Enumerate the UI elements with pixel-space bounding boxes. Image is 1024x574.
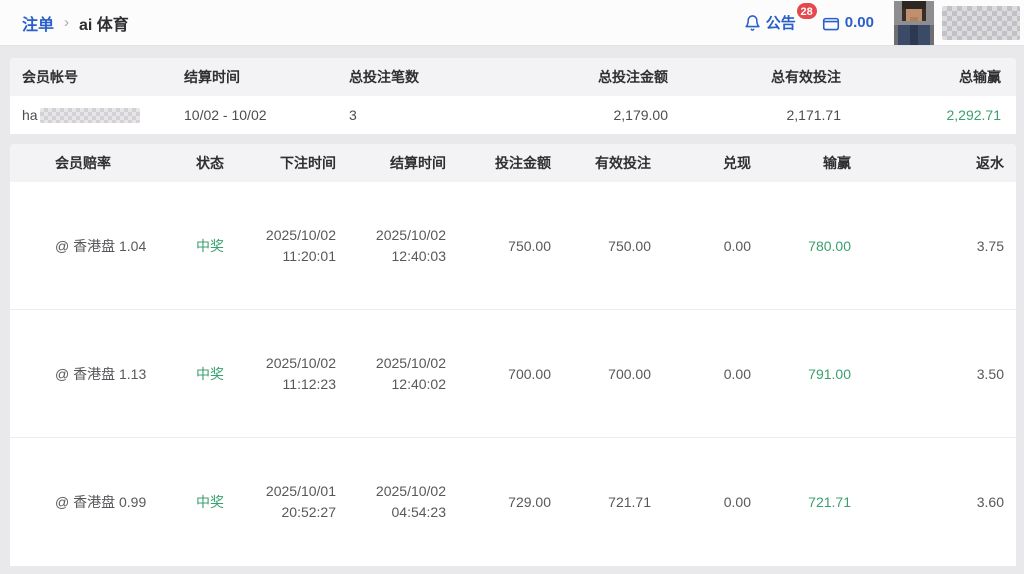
- breadcrumb-root-link[interactable]: 注单: [22, 16, 55, 34]
- amount-cell: 750.00: [508, 237, 551, 254]
- cashout-cell: 0.00: [723, 494, 751, 510]
- bet-amount-cell: 2,179.00: [613, 107, 669, 123]
- main-content: 会员帐号 结算时间 总投注笔数 总投注金额 总有效投注 总输赢 ha 10/02…: [10, 58, 1016, 566]
- summary-col-account: 会员帐号: [22, 69, 78, 85]
- summary-col-settle-time: 结算时间: [184, 69, 240, 85]
- status-cell: 中奖: [196, 237, 224, 254]
- valid-bet-cell: 2,171.71: [786, 107, 842, 123]
- cashout-cell: 0.00: [723, 237, 751, 254]
- amount-cell: 700.00: [508, 365, 551, 382]
- settle-time-cell: 2025/10/02 12:40:03: [375, 226, 446, 264]
- bet-time-cell: 2025/10/02 11:20:01: [265, 226, 336, 264]
- user-menu[interactable]: [894, 0, 1024, 45]
- valid-cell: 750.00: [608, 237, 651, 254]
- notice-badge: 28: [795, 2, 818, 20]
- account-masked: [39, 107, 140, 123]
- winloss-cell: 2,292.71: [946, 107, 1002, 123]
- settle-period-cell: 10/02 - 10/02: [184, 107, 267, 123]
- col-status: 状态: [196, 155, 224, 171]
- summary-col-bet-count: 总投注笔数: [349, 69, 419, 85]
- summary-data-row: ha 10/02 - 10/02 3 2,179.00 2,171.71 2,2…: [10, 96, 1016, 134]
- odds-cell: @ 香港盘 1.13: [55, 365, 147, 382]
- breadcrumb-separator-icon: ›: [64, 14, 70, 31]
- bet-row: @ 香港盘 1.04 中奖 2025/10/02 11:20:01 2025/10…: [10, 182, 1016, 310]
- breadcrumb: 注单 › ai 体育: [22, 11, 129, 35]
- summary-table: 会员帐号 结算时间 总投注笔数 总投注金额 总有效投注 总输赢 ha 10/02…: [10, 58, 1016, 134]
- col-rebate: 返水: [976, 155, 1004, 171]
- bet-time-cell: 2025/10/02 11:12:23: [265, 354, 336, 392]
- winloss-cell: 791.00: [808, 365, 851, 382]
- avatar: [894, 0, 934, 45]
- bet-row: @ 香港盘 0.99 中奖 2025/10/01 20:52:27 2025/10…: [10, 438, 1016, 566]
- bet-count-cell: 3: [349, 107, 357, 123]
- breadcrumb-current: ai 体育: [79, 16, 129, 34]
- bell-icon: [744, 14, 761, 32]
- amount-cell: 729.00: [508, 494, 551, 510]
- rebate-cell: 3.60: [976, 494, 1004, 510]
- summary-col-winloss: 总输赢: [959, 69, 1001, 85]
- summary-col-valid-bet: 总有效投注: [771, 69, 841, 85]
- col-winloss: 输赢: [823, 155, 851, 171]
- col-valid: 有效投注: [595, 155, 651, 171]
- col-cashout: 兑现: [723, 155, 751, 171]
- settle-time-cell: 2025/10/02 12:40:02: [375, 354, 446, 392]
- settle-time-cell: 2025/10/02 04:54:23: [375, 483, 446, 520]
- section-gap: [10, 134, 1016, 144]
- odds-cell: @ 香港盘 0.99: [55, 494, 147, 510]
- bet-detail-table: 会员赔率 状态 下注时间 结算时间 投注金额 有效投注 兑现 输赢 返水 @ 香…: [10, 144, 1016, 566]
- col-amount: 投注金额: [495, 155, 551, 171]
- account-cell: ha: [10, 107, 180, 123]
- col-settle-time: 结算时间: [390, 155, 446, 171]
- detail-header-row: 会员赔率 状态 下注时间 结算时间 投注金额 有效投注 兑现 输赢 返水: [10, 144, 1016, 182]
- winloss-cell: 780.00: [808, 237, 851, 254]
- status-cell: 中奖: [196, 365, 224, 382]
- notice-button[interactable]: 公告 28: [744, 2, 818, 33]
- summary-col-bet-amount: 总投注金额: [598, 69, 668, 85]
- valid-cell: 700.00: [608, 365, 651, 382]
- col-odds: 会员赔率: [55, 155, 111, 171]
- cashout-cell: 0.00: [723, 365, 751, 382]
- topbar: 注单 › ai 体育 公告 28 0.00: [0, 0, 1024, 46]
- valid-cell: 721.71: [608, 494, 651, 510]
- username-masked: [942, 5, 1020, 40]
- odds-cell: @ 香港盘 1.04: [55, 237, 147, 254]
- wallet-icon: [822, 15, 840, 31]
- notice-label: 公告: [765, 15, 796, 32]
- summary-header-row: 会员帐号 结算时间 总投注笔数 总投注金额 总有效投注 总输赢: [10, 58, 1016, 96]
- balance-button[interactable]: 0.00: [822, 14, 874, 31]
- col-bet-time: 下注时间: [280, 155, 336, 171]
- bet-row: @ 香港盘 1.13 中奖 2025/10/02 11:12:23 2025/10…: [10, 310, 1016, 438]
- rebate-cell: 3.50: [976, 365, 1004, 382]
- status-cell: 中奖: [196, 494, 224, 510]
- topbar-right: 公告 28 0.00: [744, 0, 1024, 45]
- rebate-cell: 3.75: [976, 237, 1004, 254]
- bet-time-cell: 2025/10/01 20:52:27: [265, 483, 336, 520]
- winloss-cell: 721.71: [808, 494, 851, 510]
- balance-value: 0.00: [844, 14, 874, 31]
